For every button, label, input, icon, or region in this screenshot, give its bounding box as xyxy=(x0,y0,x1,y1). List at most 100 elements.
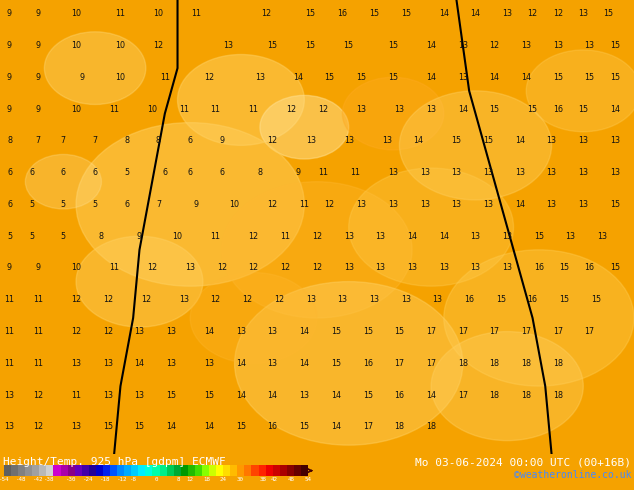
Text: 54: 54 xyxy=(304,477,311,482)
Circle shape xyxy=(526,50,634,132)
Text: 12: 12 xyxy=(325,200,335,209)
Text: 15: 15 xyxy=(388,73,398,82)
Text: 13: 13 xyxy=(134,391,145,400)
Circle shape xyxy=(222,182,412,318)
Text: 12: 12 xyxy=(204,73,214,82)
Text: 12: 12 xyxy=(318,104,328,114)
Text: 11: 11 xyxy=(33,295,43,304)
Text: 13: 13 xyxy=(375,264,385,272)
Bar xyxy=(216,465,223,476)
Text: 14: 14 xyxy=(426,73,436,82)
Bar xyxy=(117,465,124,476)
Text: 48: 48 xyxy=(288,477,295,482)
Text: 0: 0 xyxy=(154,477,158,482)
Text: 13: 13 xyxy=(483,168,493,177)
Text: 10: 10 xyxy=(71,41,81,50)
Text: 13: 13 xyxy=(166,359,176,368)
Text: 17: 17 xyxy=(553,327,563,336)
Text: 13: 13 xyxy=(502,232,512,241)
Bar xyxy=(152,465,160,476)
Circle shape xyxy=(25,154,101,209)
Text: 9: 9 xyxy=(219,136,224,146)
Text: 15: 15 xyxy=(604,9,614,18)
Text: 5: 5 xyxy=(93,200,98,209)
Text: 7: 7 xyxy=(36,136,41,146)
Text: 14: 14 xyxy=(407,232,417,241)
Text: 9: 9 xyxy=(7,9,12,18)
Text: -8: -8 xyxy=(130,477,137,482)
Bar xyxy=(11,465,18,476)
Text: 13: 13 xyxy=(299,391,309,400)
Text: 15: 15 xyxy=(204,391,214,400)
Text: 15: 15 xyxy=(610,41,620,50)
Text: 12: 12 xyxy=(33,422,43,432)
Bar xyxy=(252,465,259,476)
Text: 13: 13 xyxy=(4,391,15,400)
Text: 15: 15 xyxy=(325,73,335,82)
Text: 8: 8 xyxy=(124,136,129,146)
Bar xyxy=(82,465,89,476)
Text: 11: 11 xyxy=(160,73,170,82)
Text: 11: 11 xyxy=(191,9,202,18)
Text: 11: 11 xyxy=(33,327,43,336)
Text: 15: 15 xyxy=(559,264,569,272)
Text: 17: 17 xyxy=(521,327,531,336)
Text: 13: 13 xyxy=(566,232,576,241)
Bar xyxy=(25,465,32,476)
Text: 13: 13 xyxy=(470,232,481,241)
Circle shape xyxy=(190,272,317,364)
Text: 15: 15 xyxy=(299,422,309,432)
Text: 13: 13 xyxy=(394,104,404,114)
Text: 14: 14 xyxy=(268,391,278,400)
Text: 13: 13 xyxy=(451,200,462,209)
Text: 13: 13 xyxy=(134,327,145,336)
Text: 10: 10 xyxy=(71,264,81,272)
Text: 11: 11 xyxy=(4,295,15,304)
Text: -38: -38 xyxy=(44,477,55,482)
Text: 13: 13 xyxy=(502,9,512,18)
Text: 18: 18 xyxy=(553,359,563,368)
Bar xyxy=(237,465,244,476)
Text: 13: 13 xyxy=(71,422,81,432)
Text: 12: 12 xyxy=(312,264,322,272)
Text: 6: 6 xyxy=(188,136,193,146)
Text: 9: 9 xyxy=(7,264,12,272)
Text: 6: 6 xyxy=(29,168,34,177)
Text: 18: 18 xyxy=(553,391,563,400)
Text: 9: 9 xyxy=(36,73,41,82)
Text: 5: 5 xyxy=(124,168,129,177)
Bar xyxy=(266,465,273,476)
Circle shape xyxy=(44,32,146,104)
Text: 15: 15 xyxy=(236,422,246,432)
Text: 6: 6 xyxy=(124,200,129,209)
Text: 13: 13 xyxy=(470,264,481,272)
Text: 14: 14 xyxy=(521,73,531,82)
Text: 10: 10 xyxy=(71,9,81,18)
Text: 12: 12 xyxy=(147,264,157,272)
Bar xyxy=(46,465,53,476)
Text: 16: 16 xyxy=(394,391,404,400)
Text: 12: 12 xyxy=(553,9,563,18)
Text: 13: 13 xyxy=(369,295,379,304)
Text: 12: 12 xyxy=(210,295,221,304)
Text: 14: 14 xyxy=(470,9,481,18)
Text: 15: 15 xyxy=(585,73,595,82)
Text: 14: 14 xyxy=(426,391,436,400)
Bar xyxy=(68,465,75,476)
Text: 14: 14 xyxy=(299,359,309,368)
Bar xyxy=(181,465,188,476)
Text: 13: 13 xyxy=(337,295,347,304)
Circle shape xyxy=(235,282,463,445)
Text: 13: 13 xyxy=(547,200,557,209)
Text: 10: 10 xyxy=(230,200,240,209)
Circle shape xyxy=(76,236,203,327)
Text: 13: 13 xyxy=(103,359,113,368)
Text: 5: 5 xyxy=(29,232,34,241)
Bar xyxy=(280,465,287,476)
Text: 5: 5 xyxy=(29,200,34,209)
Text: 13: 13 xyxy=(306,136,316,146)
Text: 9: 9 xyxy=(36,41,41,50)
Text: 13: 13 xyxy=(4,422,15,432)
Bar xyxy=(209,465,216,476)
Text: 17: 17 xyxy=(363,422,373,432)
